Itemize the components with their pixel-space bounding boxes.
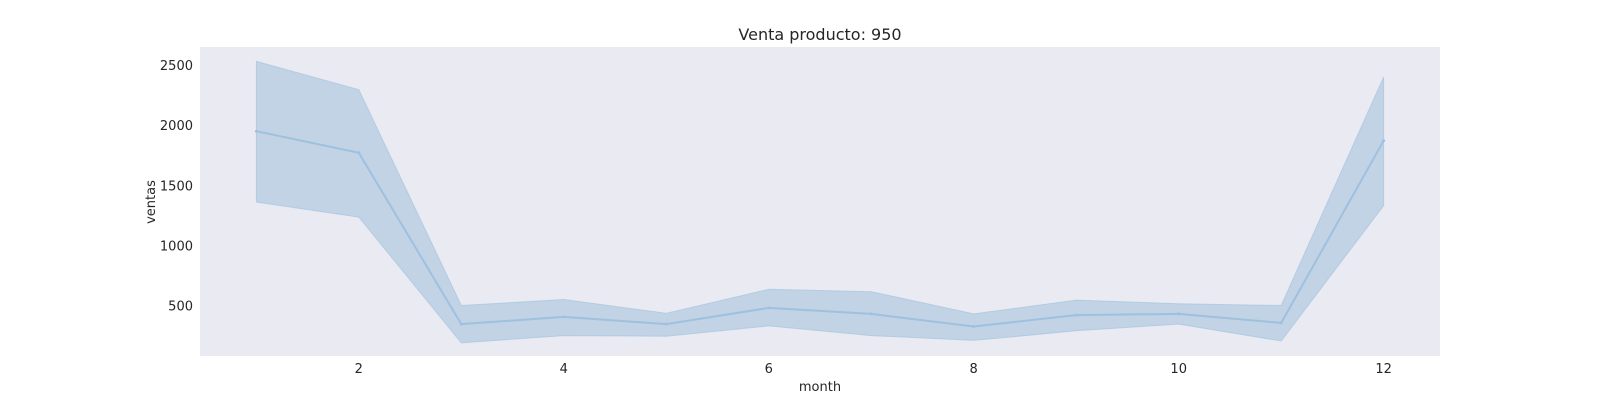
y-tick-label: 1000 (160, 239, 193, 254)
y-tick-label: 500 (168, 300, 193, 315)
data-point (1177, 312, 1181, 316)
data-point (1074, 313, 1078, 317)
x-tick-label: 12 (1375, 362, 1392, 377)
data-point (767, 306, 771, 310)
data-point (562, 315, 566, 319)
chart-title: Venta producto: 950 (738, 25, 901, 44)
confidence-band-layer (255, 60, 1385, 344)
y-axis-ticks: 500 1000 1500 2000 2500 (160, 59, 193, 315)
x-tick-label: 10 (1170, 362, 1187, 377)
x-axis-ticks: 2 4 6 8 10 12 (355, 362, 1392, 377)
x-axis-label: month (799, 380, 841, 395)
data-point (459, 322, 463, 326)
confidence-band (255, 60, 1385, 344)
data-point (972, 325, 976, 328)
data-point (664, 322, 668, 326)
series-line-layer (254, 129, 1386, 328)
data-point (254, 129, 258, 133)
x-tick-label: 4 (560, 362, 568, 377)
y-tick-label: 1500 (160, 179, 193, 194)
x-tick-label: 2 (355, 362, 363, 377)
data-point (1382, 139, 1386, 143)
x-tick-label: 6 (765, 362, 773, 377)
y-tick-label: 2000 (160, 119, 193, 134)
series-line (256, 130, 1385, 328)
data-point (1279, 321, 1283, 325)
y-tick-label: 2500 (160, 59, 193, 74)
y-axis-label: ventas (144, 180, 159, 224)
x-tick-label: 8 (970, 362, 978, 377)
data-point (869, 312, 873, 316)
data-point (357, 151, 361, 155)
